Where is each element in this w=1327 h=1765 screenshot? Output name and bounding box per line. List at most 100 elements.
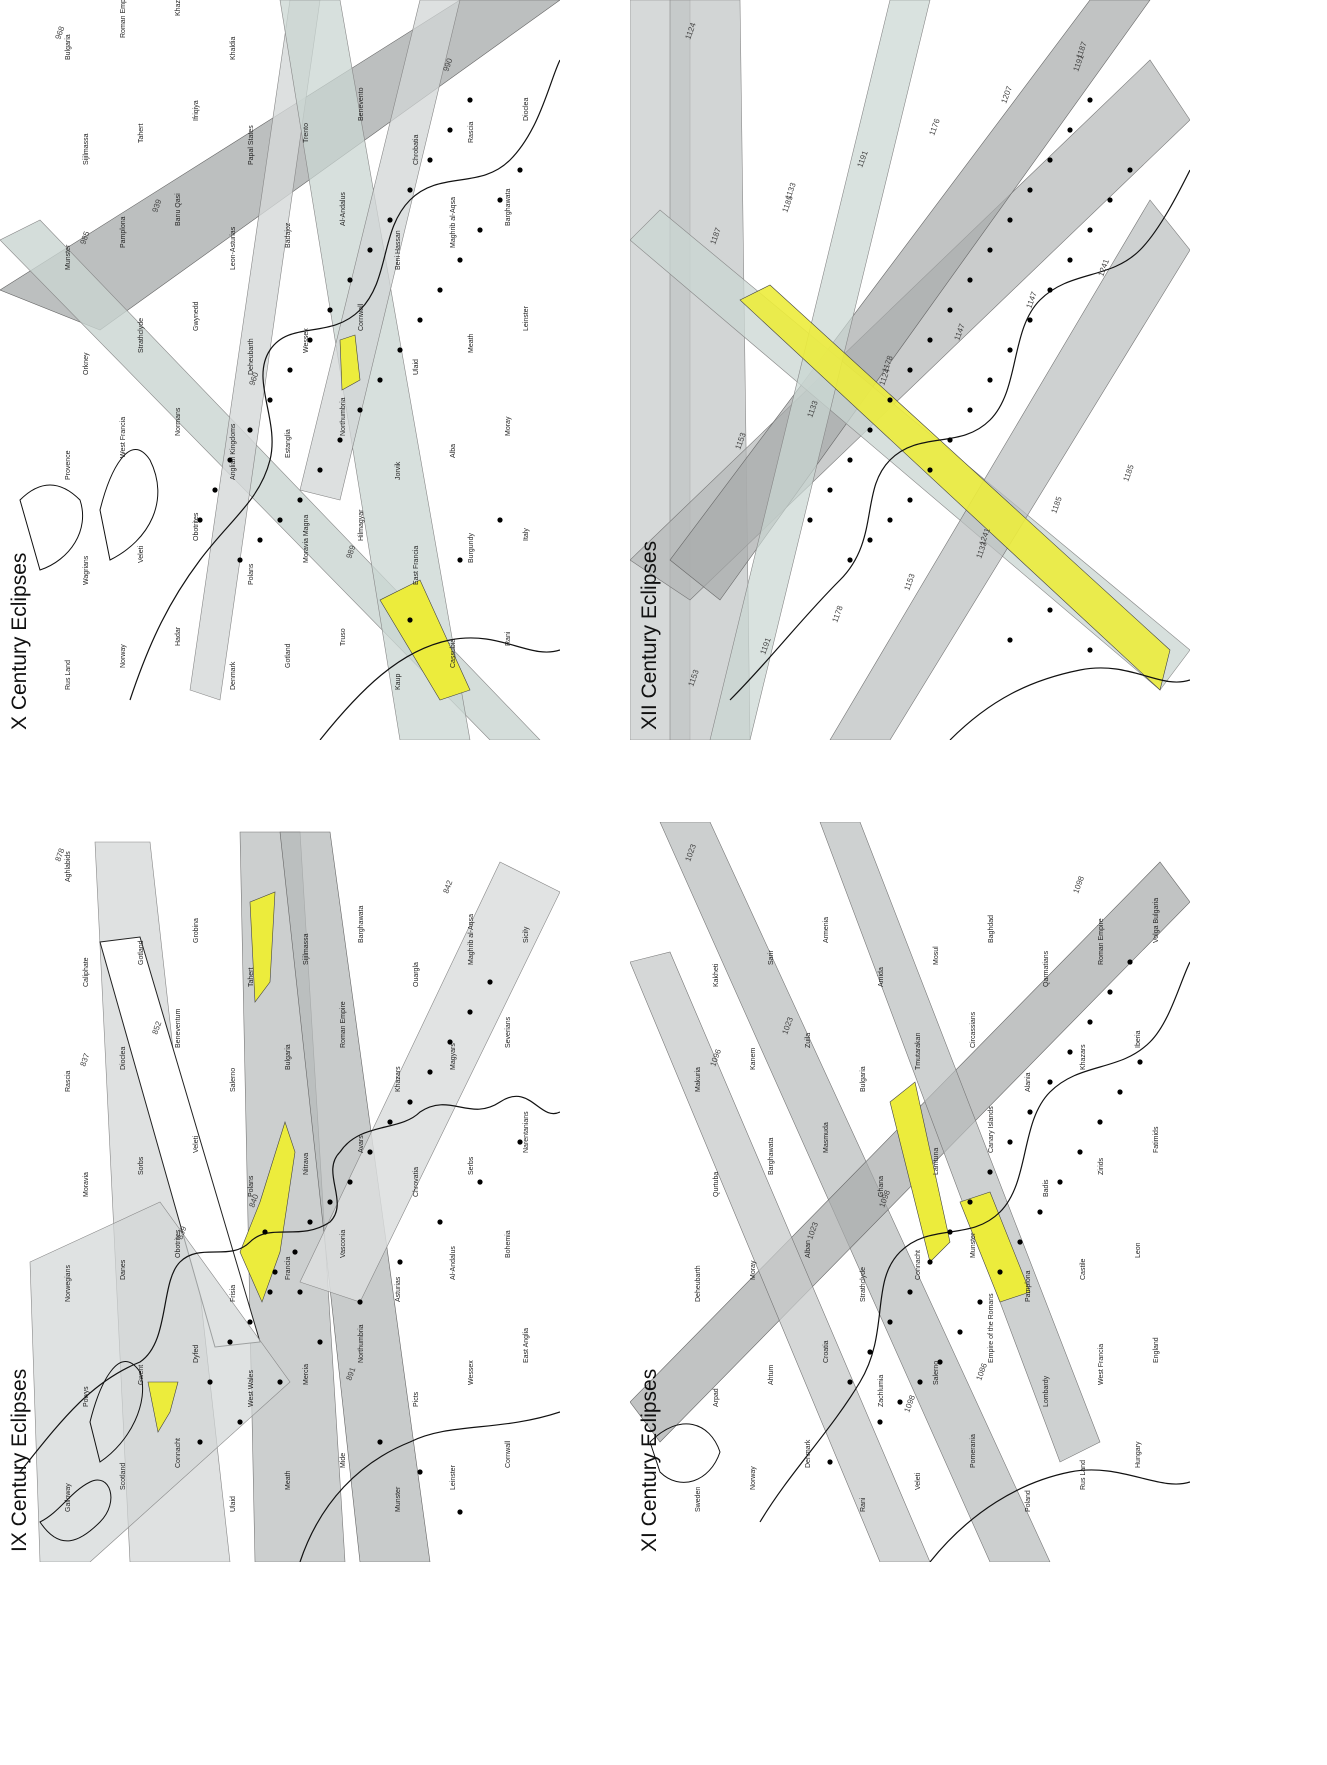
place-label: Deheubarth: [248, 338, 255, 375]
place-label: Asturias: [395, 1276, 402, 1302]
place-label: Burgundy: [468, 533, 475, 563]
place-label: Hilmagyar: [358, 509, 365, 541]
place-label: Qurtuba: [713, 1172, 720, 1197]
eclipse-band-960: [279, 0, 471, 740]
place-label: Caliphate: [83, 957, 90, 987]
place-label: Northumbria: [358, 1324, 365, 1363]
place-label: Aghlabids: [65, 851, 72, 882]
place-label: Chrobatia: [413, 135, 420, 165]
place-label: Barghawata: [505, 189, 512, 226]
place-label: Estanglia: [285, 429, 292, 458]
place-label: Denmark: [230, 661, 237, 690]
eclipse-year-label: 939: [150, 198, 163, 214]
eclipse-year-label: 1207: [999, 84, 1014, 104]
panel-title-text-ix: IX Century Eclipses: [8, 1368, 31, 1552]
place-label: Roman Empire: [340, 1001, 347, 1048]
totality-area-xi-b: [959, 1191, 1031, 1303]
place-label: Mercia: [303, 1364, 310, 1385]
eclipse-band-1023: [630, 951, 931, 1562]
place-label: Leinster: [523, 305, 530, 331]
city-dots-xi: [827, 959, 1143, 1465]
place-label: Lombardy: [1043, 1375, 1050, 1407]
eclipse-year-label: 1178: [830, 604, 845, 624]
place-label: Ahtum: [768, 1365, 775, 1385]
panel-title-text-xii: XII Century Eclipses: [638, 540, 661, 730]
place-label: Alba: [450, 444, 457, 458]
place-label: Iberia: [1135, 1030, 1142, 1048]
place-label: Amida: [878, 967, 885, 987]
place-label: Alania: [1025, 1072, 1032, 1092]
place-label: Strathclyde: [860, 1267, 867, 1302]
place-label: Badajoz: [285, 222, 292, 248]
place-label: Kanem: [750, 1048, 757, 1070]
place-label: Bohemia: [505, 1230, 512, 1258]
place-label: Scotland: [120, 1463, 127, 1490]
eclipse-year-label: 1147: [1024, 290, 1039, 310]
place-label: Croatia: [823, 1340, 830, 1363]
place-label: Orkney: [83, 352, 90, 375]
place-label: Normans: [175, 407, 182, 436]
panel-title-xii: XII Century Eclipses: [630, 0, 666, 740]
coastline-xi-africa: [929, 1469, 1190, 1562]
place-label: Denmark: [805, 1439, 812, 1468]
eclipse-band-968: [189, 0, 321, 701]
eclipse-year-label: 960: [247, 371, 260, 387]
place-label: Pamplona: [1025, 1270, 1032, 1302]
place-label: Truso: [340, 628, 347, 646]
place-label: West Francia: [120, 417, 127, 458]
place-label: Tahert: [138, 123, 145, 143]
place-label: Ulaid: [413, 359, 420, 375]
place-label: Hungary: [1135, 1441, 1142, 1468]
eclipse-year-label: 1086: [974, 1361, 989, 1381]
eclipse-band-985: [299, 0, 461, 501]
totality-area-x-a: [379, 579, 471, 701]
place-label: Al-Andalus: [340, 192, 347, 226]
place-label: Norway: [750, 1466, 757, 1490]
place-label: Sijilmassa: [83, 133, 90, 165]
place-label: Grobina: [193, 918, 200, 943]
place-label: Pamplona: [120, 216, 127, 248]
place-label: Beni Hassan: [395, 230, 402, 270]
place-label: Beneventum: [175, 1009, 182, 1048]
place-label: Ouargla: [413, 962, 420, 987]
place-label: Anglian Kingdoms: [230, 423, 237, 480]
place-label: Gwent: [138, 1365, 145, 1385]
place-label: Leinster: [450, 1464, 457, 1490]
place-label: Gwynedd: [193, 301, 200, 331]
panel-title-xi: XI Century Eclipses: [630, 822, 666, 1562]
totality-area-x-b: [339, 334, 361, 391]
place-label: Mosul: [933, 946, 940, 965]
place-label: Frisia: [230, 1285, 237, 1302]
place-label: Baghdad: [988, 915, 995, 943]
place-label: Sarir: [768, 950, 775, 965]
eclipse-year-label: 842: [441, 879, 454, 895]
place-label: Norway: [120, 644, 127, 668]
place-label: Obotrites: [175, 1229, 182, 1258]
place-label: Moravia: [83, 1172, 90, 1197]
place-label: Gotland: [138, 940, 145, 965]
place-label: Papal States: [248, 125, 255, 165]
place-label: Connacht: [175, 1438, 182, 1468]
place-label: Veleti: [915, 1472, 922, 1490]
place-label: Masmuda: [823, 1122, 830, 1153]
place-label: Maghrib al-Aqsa: [468, 914, 475, 965]
place-label: Tahert: [248, 967, 255, 987]
eclipse-year-label: 891: [344, 1366, 357, 1382]
coastline-xi-ireland: [649, 1423, 721, 1483]
place-label: Danes: [120, 1259, 127, 1280]
totality-area-ix-b: [147, 1381, 179, 1433]
coastline-x-europe: [129, 59, 560, 701]
place-label: Chrovatia: [413, 1167, 420, 1197]
eclipse-year-label: 878: [53, 847, 66, 863]
eclipse-year-label: 985: [78, 230, 91, 246]
place-label: Wessex: [303, 328, 310, 353]
place-label: Zuila: [805, 1033, 812, 1048]
place-label: Roman Empire: [1098, 918, 1105, 965]
place-label: Barghawata: [358, 906, 365, 943]
panel-xi-century: Sweden Norway Denmark Rani Veleti Pomerania Po…: [630, 822, 1190, 1562]
coastline-x-ireland: [19, 484, 84, 571]
place-label: Picts: [413, 1391, 420, 1407]
place-label: Pomerania: [970, 1434, 977, 1468]
place-label: Maghrib al-Aqsa: [450, 197, 457, 248]
eclipse-year-label: 1185: [1049, 495, 1064, 515]
